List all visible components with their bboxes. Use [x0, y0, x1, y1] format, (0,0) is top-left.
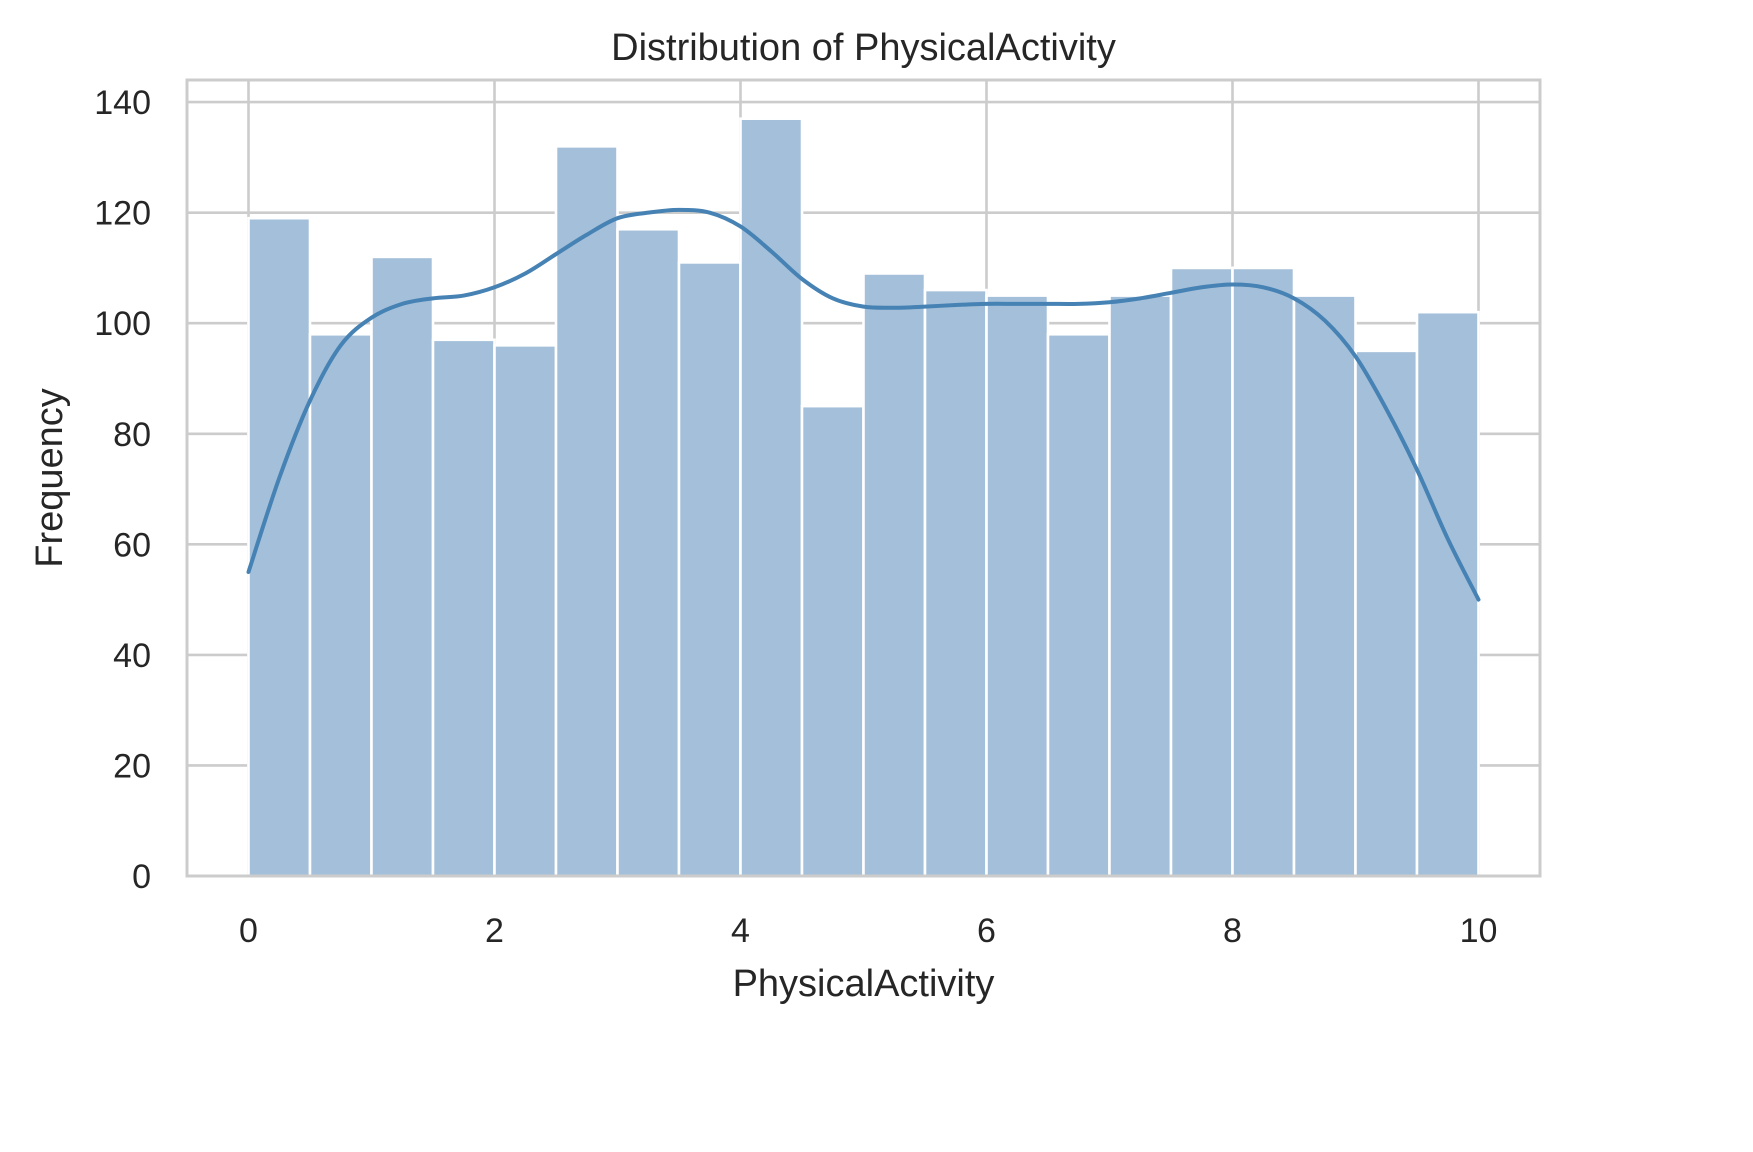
- histogram-bar: [1292, 294, 1357, 878]
- x-tick-label: 4: [731, 912, 750, 950]
- y-axis-label: Frequency: [29, 388, 71, 568]
- histogram-bar: [1169, 266, 1234, 878]
- histogram-bar: [985, 294, 1050, 878]
- chart-title: Distribution of PhysicalActivity: [611, 27, 1116, 69]
- histogram-bar: [677, 261, 742, 878]
- histogram-bar: [862, 272, 927, 878]
- bar-layer: [247, 117, 1480, 878]
- y-tick-label: 100: [94, 305, 151, 343]
- histogram-bar: [1231, 266, 1296, 878]
- histogram-bar: [1046, 332, 1111, 878]
- histogram-bar: [308, 332, 373, 878]
- histogram-bar: [800, 404, 865, 878]
- kde-curve: [246, 207, 1481, 602]
- plot-frame: [185, 78, 1542, 878]
- histogram-bar: [1354, 349, 1419, 878]
- x-tick-label: 2: [485, 912, 504, 950]
- y-tick-label: 140: [94, 84, 151, 122]
- kde-layer: [246, 207, 1481, 602]
- histogram-bar: [370, 255, 435, 878]
- histogram-bar: [431, 338, 496, 878]
- y-tick-label: 120: [94, 195, 151, 233]
- y-tick-label: 60: [113, 526, 151, 564]
- histogram-bar: [493, 344, 558, 878]
- histogram-bar: [1415, 310, 1480, 878]
- histogram-bar: [616, 227, 681, 878]
- x-tick-label: 8: [1223, 912, 1242, 950]
- y-tick-label: 80: [113, 416, 151, 454]
- histogram-bar: [1108, 294, 1173, 878]
- histogram-bar: [554, 145, 619, 878]
- x-axis-label: PhysicalActivity: [733, 963, 995, 1005]
- y-tick-label: 40: [113, 637, 151, 675]
- x-tick-label: 0: [239, 912, 258, 950]
- y-tick-label: 20: [113, 747, 151, 785]
- x-tick-label: 6: [977, 912, 996, 950]
- y-tick-label: 0: [132, 858, 151, 896]
- x-tick-label: 10: [1460, 912, 1498, 950]
- histogram-bar: [923, 288, 988, 878]
